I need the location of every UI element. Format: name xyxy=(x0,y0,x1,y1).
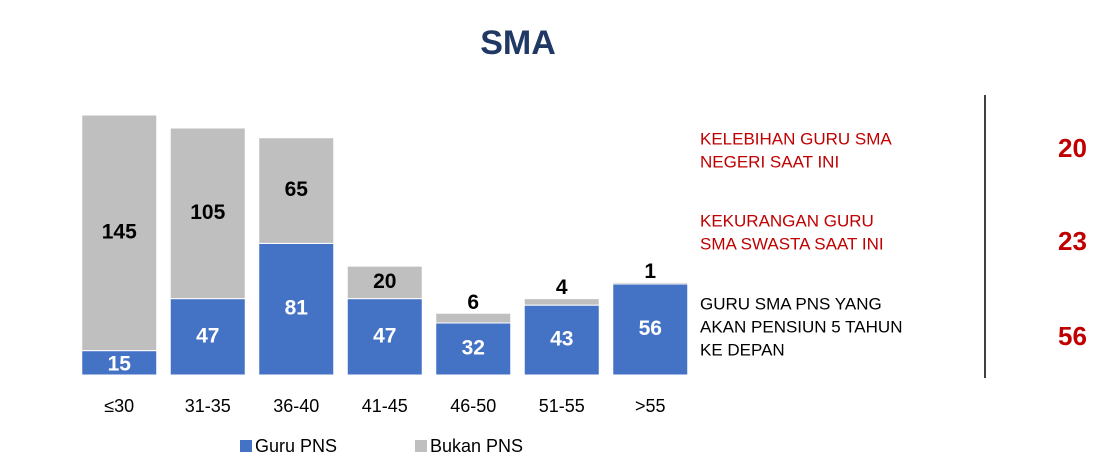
x-tick-label: 41-45 xyxy=(362,396,408,416)
data-label: 32 xyxy=(462,337,485,360)
bar-segment xyxy=(523,298,600,306)
legend-swatch xyxy=(415,440,427,452)
data-label: 20 xyxy=(373,270,396,293)
bar-segment xyxy=(258,137,335,244)
x-tick-label: 46-50 xyxy=(450,396,496,416)
data-label: 47 xyxy=(373,324,396,347)
note-text: AKAN PENSIUN 5 TAHUN xyxy=(700,317,902,336)
bar-segment xyxy=(612,281,689,285)
bar-segment xyxy=(435,312,512,324)
bar-segment xyxy=(169,298,246,376)
note-value: 56 xyxy=(1058,321,1087,351)
bar-segment xyxy=(81,114,158,352)
bar-segment xyxy=(169,127,246,300)
x-tick-label: 51-55 xyxy=(539,396,585,416)
data-label: 6 xyxy=(467,291,479,314)
note-value: 20 xyxy=(1058,133,1087,163)
data-label: 47 xyxy=(196,324,219,347)
chart-title: SMA xyxy=(480,24,556,62)
data-label: 4 xyxy=(556,276,568,299)
x-tick-label: 31-35 xyxy=(185,396,231,416)
legend-label: Bukan PNS xyxy=(430,436,523,456)
data-label: 15 xyxy=(108,352,132,375)
legend-label: Guru PNS xyxy=(255,436,337,456)
note-text: GURU SMA PNS YANG xyxy=(700,294,882,313)
bar-segment xyxy=(612,283,689,376)
note-text: KELEBIHAN GURU SMA xyxy=(700,129,892,148)
note-text: SMA SWASTA SAAT INI xyxy=(700,234,884,253)
bar-segment xyxy=(346,298,423,376)
note-value: 23 xyxy=(1058,226,1087,256)
note-text: KE DEPAN xyxy=(700,340,785,359)
x-tick-label: 36-40 xyxy=(273,396,319,416)
data-label: 105 xyxy=(190,201,225,224)
note-text: NEGERI SAAT INI xyxy=(700,152,839,171)
data-label: 81 xyxy=(285,297,309,320)
note-text: KEKURANGAN GURU xyxy=(700,211,874,230)
bar-segment xyxy=(346,265,423,300)
data-label: 56 xyxy=(639,317,662,340)
data-label: 145 xyxy=(102,220,137,243)
bar-segment xyxy=(258,242,335,376)
data-label: 1 xyxy=(644,260,656,283)
data-label: 65 xyxy=(285,178,309,201)
data-label: 43 xyxy=(550,328,573,351)
x-tick-label: >55 xyxy=(635,396,666,416)
bar-segment xyxy=(81,350,158,376)
x-tick-label: ≤30 xyxy=(104,396,134,416)
legend-swatch xyxy=(240,440,252,452)
bar-segment xyxy=(435,322,512,376)
